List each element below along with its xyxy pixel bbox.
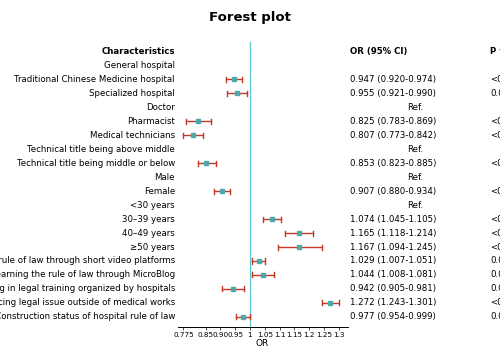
Text: <0.001: <0.001: [490, 243, 500, 252]
Text: Technical title being middle or below: Technical title being middle or below: [17, 158, 175, 168]
Text: Pharmacist: Pharmacist: [127, 117, 175, 126]
Text: <0.001: <0.001: [490, 187, 500, 196]
Text: 1.029 (1.007-1.051): 1.029 (1.007-1.051): [350, 257, 436, 265]
Text: <0.001: <0.001: [490, 75, 500, 84]
Text: 1.167 (1.094-1.245): 1.167 (1.094-1.245): [350, 243, 436, 252]
Text: Male: Male: [154, 173, 175, 182]
Text: Female: Female: [144, 187, 175, 196]
Text: Ref.: Ref.: [407, 103, 423, 112]
Text: 0.955 (0.921-0.990): 0.955 (0.921-0.990): [350, 89, 436, 98]
Text: <0.001: <0.001: [490, 229, 500, 238]
Text: Learning the rule of law through short video platforms: Learning the rule of law through short v…: [0, 257, 175, 265]
Text: P value: P value: [490, 47, 500, 56]
Text: Forest plot: Forest plot: [209, 11, 291, 24]
Text: Traditional Chinese Medicine hospital: Traditional Chinese Medicine hospital: [14, 75, 175, 84]
Text: 1.044 (1.008-1.081): 1.044 (1.008-1.081): [350, 270, 436, 279]
Text: Technical title being above middle: Technical title being above middle: [27, 145, 175, 154]
Text: <0.001: <0.001: [490, 299, 500, 308]
X-axis label: OR: OR: [256, 339, 269, 348]
Text: General hospital: General hospital: [104, 61, 175, 70]
Text: Ref.: Ref.: [407, 145, 423, 154]
Text: Ref.: Ref.: [407, 201, 423, 210]
Text: 0.013: 0.013: [490, 89, 500, 98]
Text: Participating in legal training organized by hospitals: Participating in legal training organize…: [0, 284, 175, 293]
Text: Specialized hospital: Specialized hospital: [89, 89, 175, 98]
Text: Learning the rule of law through MicroBlog: Learning the rule of law through MicroBl…: [0, 270, 175, 279]
Text: <0.001: <0.001: [490, 158, 500, 168]
Text: 0.825 (0.783-0.869): 0.825 (0.783-0.869): [350, 117, 436, 126]
Text: 0.942 (0.905-0.981): 0.942 (0.905-0.981): [350, 284, 436, 293]
Text: 1.165 (1.118-1.214): 1.165 (1.118-1.214): [350, 229, 436, 238]
Text: 1.272 (1.243-1.301): 1.272 (1.243-1.301): [350, 299, 436, 308]
Text: Characteristics: Characteristics: [102, 47, 175, 56]
Text: <0.001: <0.001: [490, 131, 500, 140]
Text: 0.947 (0.920-0.974): 0.947 (0.920-0.974): [350, 75, 436, 84]
Text: 40–49 years: 40–49 years: [122, 229, 175, 238]
Text: 0.004: 0.004: [490, 284, 500, 293]
Text: Doctor: Doctor: [146, 103, 175, 112]
Text: 1.074 (1.045-1.105): 1.074 (1.045-1.105): [350, 214, 436, 223]
Text: <0.001: <0.001: [490, 117, 500, 126]
Text: Previously facing legal issue outside of medical works: Previously facing legal issue outside of…: [0, 299, 175, 308]
Text: 0.977 (0.954-0.999): 0.977 (0.954-0.999): [350, 312, 436, 321]
Text: 0.010: 0.010: [490, 257, 500, 265]
Text: OR (95% CI): OR (95% CI): [350, 47, 408, 56]
Text: ≥50 years: ≥50 years: [130, 243, 175, 252]
Text: <30 years: <30 years: [130, 201, 175, 210]
Text: Medical technicians: Medical technicians: [90, 131, 175, 140]
Text: 0.016: 0.016: [490, 270, 500, 279]
Text: 30–39 years: 30–39 years: [122, 214, 175, 223]
Text: 0.045: 0.045: [490, 312, 500, 321]
Text: 0.907 (0.880-0.934): 0.907 (0.880-0.934): [350, 187, 436, 196]
Text: 0.807 (0.773-0.842): 0.807 (0.773-0.842): [350, 131, 436, 140]
Text: 0.853 (0.823-0.885): 0.853 (0.823-0.885): [350, 158, 436, 168]
Text: Ref.: Ref.: [407, 173, 423, 182]
Text: Very good Construction status of hospital rule of law: Very good Construction status of hospita…: [0, 312, 175, 321]
Text: <0.001: <0.001: [490, 214, 500, 223]
